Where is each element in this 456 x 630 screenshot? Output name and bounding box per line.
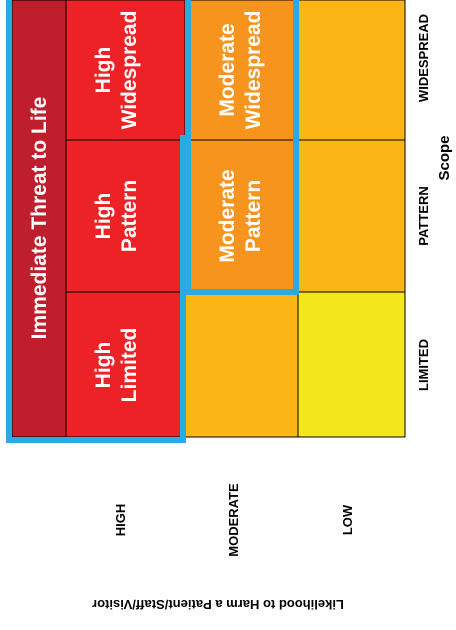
cell-high-limited-line2: Limited xyxy=(118,328,141,403)
cell-moderate-pattern-line1: Moderate xyxy=(216,169,239,262)
scope-label-limited: LIMITED xyxy=(416,339,431,391)
scope-label-widespread: WIDESPREAD xyxy=(416,14,431,102)
cell-moderate-limited xyxy=(184,291,299,438)
cell-low-pattern xyxy=(297,139,406,293)
likelihood-label-high: HIGH xyxy=(113,504,128,537)
cell-moderate-pattern-line2: Pattern xyxy=(242,180,265,252)
immediate-threat-banner xyxy=(11,0,67,438)
banner-text: Immediate Threat to Life xyxy=(28,97,51,340)
likelihood-label-moderate: MODERATE xyxy=(226,483,241,557)
cell-high-widespread-line1: High xyxy=(92,47,115,94)
likelihood-label-low: LOW xyxy=(340,504,355,535)
cell-high-pattern-line1: High xyxy=(92,193,115,240)
cell-moderate-widespread-line2: Widespread xyxy=(242,11,265,130)
cell-low-limited xyxy=(297,291,406,438)
scope-label-pattern: PATTERN xyxy=(416,186,431,245)
cell-low-widespread xyxy=(297,0,406,141)
moderate-zone-highlight xyxy=(180,0,299,295)
cell-moderate-widespread-line1: Moderate xyxy=(216,23,239,116)
cell-moderate-pattern xyxy=(184,139,299,293)
x-axis-title: Scope xyxy=(436,135,453,180)
cell-high-limited-line1: High xyxy=(92,342,115,389)
cell-moderate-widespread xyxy=(184,0,299,141)
cell-high-widespread-line2: Widespread xyxy=(118,11,141,130)
y-axis-title: Likelihood to Harm a Patient/Staff/Visit… xyxy=(92,597,344,612)
cell-high-pattern-line2: Pattern xyxy=(118,180,141,252)
